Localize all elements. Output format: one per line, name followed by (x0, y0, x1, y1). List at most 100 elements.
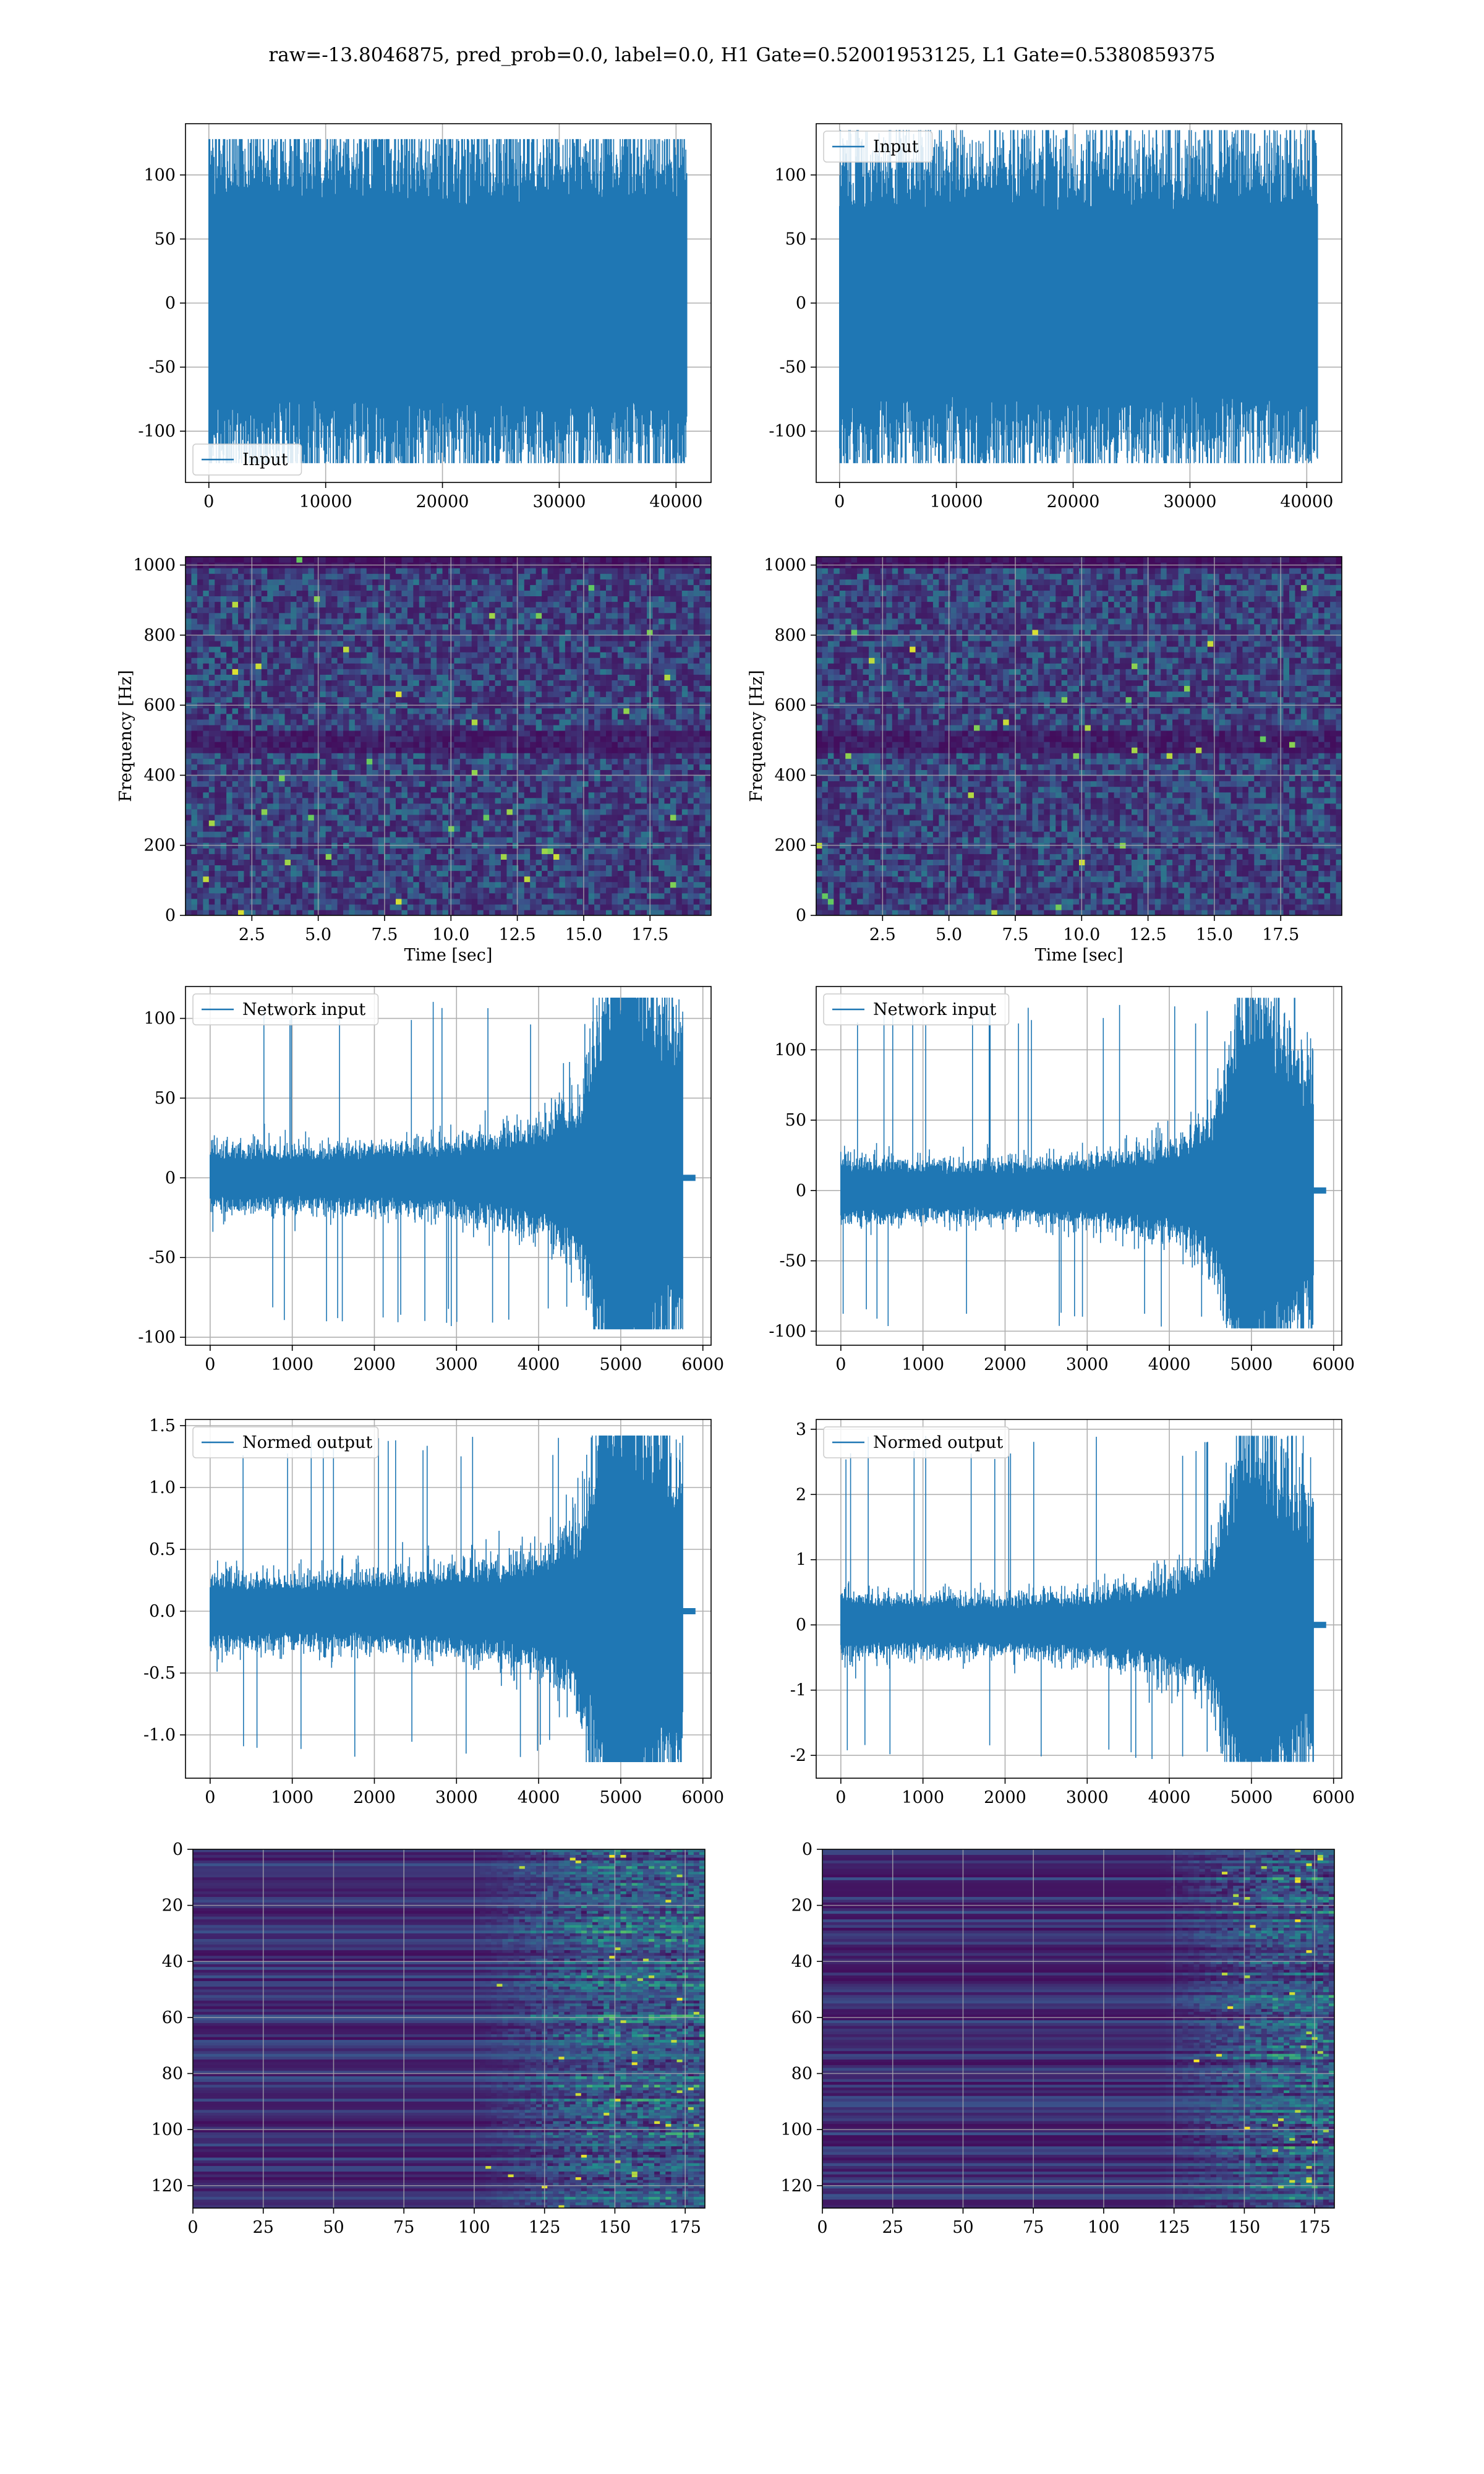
h1-normed-output-xtick-label: 1000 (271, 1788, 313, 1807)
h1-normed-output-series-line (210, 1436, 683, 1762)
h1-spectrogram-xtick-label: 10.0 (432, 925, 469, 944)
l1-normed-output-xtick-label: 2000 (984, 1788, 1026, 1807)
h1-input-legend-label: Input (242, 450, 288, 469)
h1-network-input-ytick-label: -50 (149, 1248, 176, 1267)
h1-normed-output-xtick-label: 3000 (435, 1788, 478, 1807)
h1-normed-output-ytick-label: 1.0 (149, 1478, 176, 1497)
l1-normed-output-xtick-label: 3000 (1066, 1788, 1109, 1807)
h1-network-input-legend-label: Network input (242, 1000, 365, 1019)
l1-spectrogram-xlabel: Time [sec] (1035, 946, 1124, 965)
h1-input-legend: Input (192, 443, 302, 476)
h1-spectrogram-xtick-label: 2.5 (239, 925, 265, 944)
h1-spectrogram-panel: 2.5 5.0 7.5 10.0 12.5 15.0 17.5 0 200 400 600 800 10… (116, 556, 712, 965)
l1-normed-output-xtick-label: 6000 (1312, 1788, 1355, 1807)
l1-network-input-ytick-label: -100 (769, 1322, 806, 1341)
h1-spectrogram-ytick-label: 200 (143, 836, 176, 855)
l1-input-panel: 0 10000 20000 30000 40000 -100 -50 0 50 100 Input (769, 123, 1342, 511)
l1-network-input-xtick-label: 3000 (1066, 1355, 1109, 1374)
l1-feature-map-xtick-label: 150 (1229, 2218, 1261, 2237)
l1-feature-map-ytick-label: 120 (780, 2177, 812, 2196)
l1-input-legend: Input (823, 131, 933, 163)
h1-feature-map-image (193, 1849, 705, 2208)
h1-normed-output-xtick-label: 4000 (518, 1788, 560, 1807)
l1-normed-output-xtick-label: 4000 (1148, 1788, 1191, 1807)
h1-feature-map-xtick-label: 0 (187, 2218, 198, 2237)
h1-normed-output-ytick-label: 0.5 (149, 1540, 176, 1559)
h1-spectrogram-xtick-label: 5.0 (305, 925, 331, 944)
h1-network-input-ytick-label: 100 (143, 1009, 176, 1029)
h1-network-input-series-tail (681, 1175, 696, 1181)
l1-input-ytick-label: -100 (769, 422, 806, 441)
l1-feature-map-xtick-label: 0 (817, 2218, 827, 2237)
l1-normed-output-ytick-label: 3 (796, 1420, 806, 1439)
l1-feature-map-xtick-label: 50 (952, 2218, 973, 2237)
l1-network-input-ytick-label: -50 (780, 1252, 806, 1271)
h1-input-xtick-label: 30000 (532, 492, 586, 511)
h1-normed-output-xtick-label: 2000 (353, 1788, 396, 1807)
h1-input-ytick-label: -50 (149, 358, 176, 377)
h1-normed-output-series-tail (681, 1608, 696, 1614)
h1-spectrogram-axes-frame (185, 556, 712, 916)
l1-spectrogram-ytick-label: 200 (774, 836, 806, 855)
l1-feature-map-ytick-label: 0 (802, 1840, 812, 1859)
h1-input-ytick-label: -100 (138, 422, 176, 441)
h1-feature-map-xtick-label: 75 (393, 2218, 414, 2237)
l1-normed-output-legend-label: Normed output (873, 1433, 1003, 1452)
l1-spectrogram-xtick-label: 17.5 (1262, 925, 1299, 944)
h1-spectrogram-ytick-label: 800 (143, 626, 176, 645)
l1-feature-map-xtick-label: 75 (1023, 2218, 1044, 2237)
l1-input-legend-label: Input (873, 137, 919, 156)
l1-input-xtick-label: 0 (834, 492, 845, 511)
l1-feature-map-axes-frame (822, 1849, 1335, 2209)
h1-feature-map-ytick-label: 60 (162, 2008, 183, 2027)
l1-network-input-xtick-label: 0 (835, 1355, 846, 1374)
l1-normed-output-ytick-label: -1 (790, 1681, 806, 1700)
l1-normed-output-ytick-label: -2 (790, 1746, 806, 1765)
l1-spectrogram-axes-frame (816, 556, 1342, 916)
h1-input-xtick-label: 40000 (649, 492, 702, 511)
l1-input-xtick-label: 10000 (930, 492, 983, 511)
h1-normed-output-ytick-label: -0.5 (143, 1664, 176, 1683)
l1-normed-output-xtick-label: 0 (835, 1788, 846, 1807)
l1-network-input-xtick-label: 4000 (1148, 1355, 1191, 1374)
h1-network-input-xtick-label: 0 (205, 1355, 215, 1374)
l1-feature-map-xtick-label: 25 (882, 2218, 903, 2237)
l1-spectrogram-xtick-label: 2.5 (869, 925, 896, 944)
l1-network-input-ytick-label: 50 (785, 1111, 806, 1130)
l1-network-input-xtick-label: 5000 (1230, 1355, 1273, 1374)
h1-network-input-legend: Network input (192, 993, 379, 1025)
h1-feature-map-xtick-label: 50 (323, 2218, 344, 2237)
h1-spectrogram-ytick-label: 600 (143, 696, 176, 715)
l1-feature-map-image (822, 1849, 1334, 2208)
l1-network-input-legend: Network input (823, 993, 1010, 1025)
h1-spectrogram-ytick-label: 400 (143, 766, 176, 785)
l1-feature-map-ytick-label: 80 (791, 2065, 812, 2084)
l1-feature-map-ytick-label: 40 (791, 1952, 812, 1971)
l1-normed-output-ytick-label: 2 (796, 1485, 806, 1504)
h1-feature-map-ytick-label: 20 (162, 1896, 183, 1915)
l1-feature-map-xtick-label: 125 (1158, 2218, 1190, 2237)
h1-feature-map-xtick-label: 100 (458, 2218, 490, 2237)
h1-spectrogram-ylabel: Frequency [Hz] (116, 670, 135, 802)
h1-normed-output-panel: 0 1000 2000 3000 4000 5000 6000 -1.0 -0.5 0.0 0.5 1… (143, 1416, 724, 1807)
l1-input-series-line (839, 130, 1318, 463)
l1-normed-output-xtick-label: 1000 (902, 1788, 944, 1807)
h1-network-input-axes-frame (185, 986, 712, 1346)
h1-network-input-xtick-label: 4000 (518, 1355, 560, 1374)
h1-network-input-ytick-label: 50 (155, 1089, 176, 1108)
h1-feature-map-ytick-label: 100 (151, 2120, 183, 2139)
h1-feature-map-ytick-label: 80 (162, 2065, 183, 2084)
l1-network-input-xtick-label: 1000 (902, 1355, 944, 1374)
h1-normed-output-xtick-label: 5000 (600, 1788, 642, 1807)
l1-network-input-legend-label: Network input (873, 1000, 996, 1019)
h1-spectrogram-xtick-label: 15.0 (565, 925, 602, 944)
l1-normed-output-ytick-label: 1 (796, 1551, 806, 1570)
l1-normed-output-xtick-label: 5000 (1230, 1788, 1273, 1807)
h1-spectrogram-ytick-label: 1000 (133, 556, 176, 575)
l1-normed-output-ytick-label: 0 (796, 1616, 806, 1635)
h1-network-input-xtick-label: 1000 (271, 1355, 313, 1374)
h1-network-input-xtick-label: 5000 (600, 1355, 642, 1374)
h1-network-input-series-line (210, 998, 683, 1330)
l1-input-xtick-label: 30000 (1163, 492, 1216, 511)
